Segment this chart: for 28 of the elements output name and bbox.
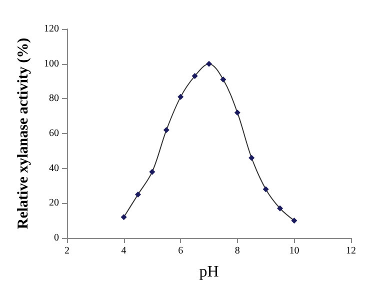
point (163, 127, 170, 134)
point (291, 218, 298, 224)
x-axis-title: pH (199, 264, 220, 280)
point (206, 60, 212, 67)
x-tick-label: 10 (289, 246, 300, 256)
x-tick-label: 8 (234, 246, 240, 256)
point (248, 154, 255, 161)
point (262, 186, 269, 192)
y-tick-label: 20 (49, 198, 59, 209)
point (220, 76, 226, 83)
point (149, 168, 156, 175)
y-tick-label: 60 (49, 128, 59, 139)
point (178, 94, 184, 100)
point (277, 205, 283, 212)
y-tick-label: 80 (49, 93, 59, 104)
point (192, 73, 198, 80)
point (234, 110, 240, 116)
x-tick-label: 6 (178, 246, 184, 256)
x-tick-label: 12 (346, 246, 356, 256)
y-axis-title: Relative xylanase activity (%) (16, 38, 32, 230)
y-tick-label: 100 (44, 58, 59, 70)
x-tick-label: 4 (121, 246, 126, 256)
y-tick-label: 120 (44, 24, 59, 34)
point (135, 191, 141, 198)
x-tick-label: 2 (64, 246, 70, 256)
y-tick-label: 0 (54, 232, 59, 244)
y-tick-label: 40 (49, 162, 59, 174)
point (120, 214, 127, 220)
